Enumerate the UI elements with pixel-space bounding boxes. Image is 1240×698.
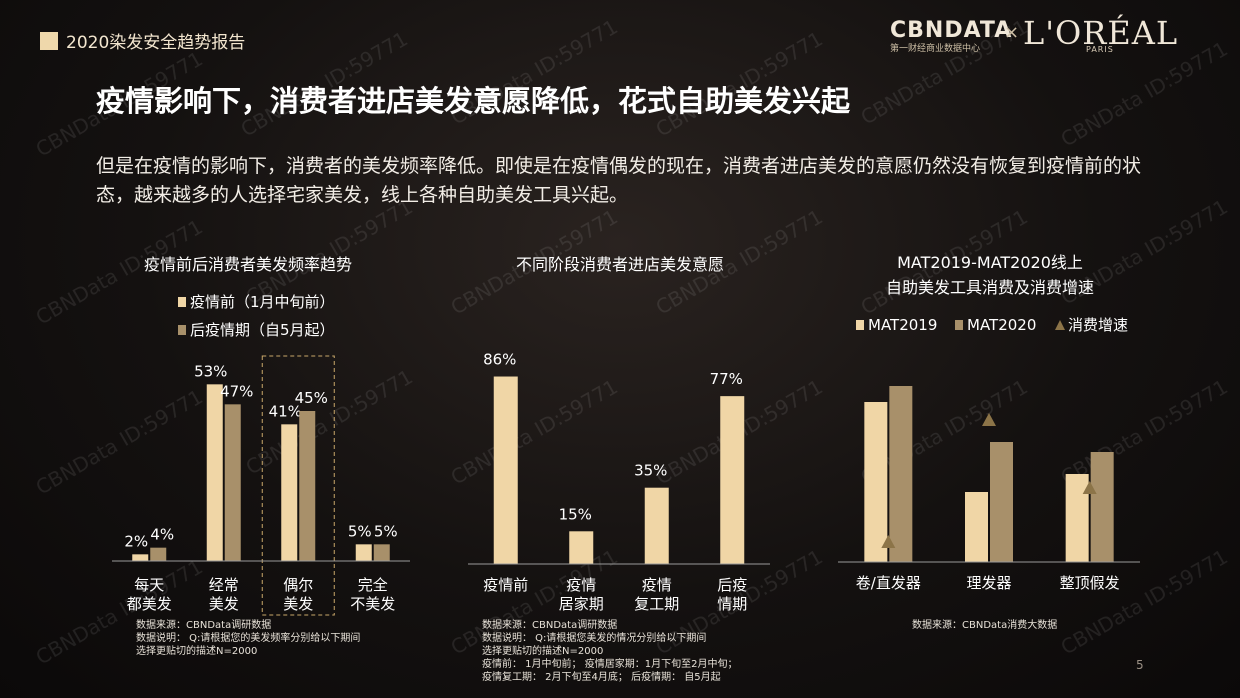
chart2-category-label: 疫情前 xyxy=(483,576,528,594)
chart2-category-label: 疫情居家期 xyxy=(559,576,604,613)
cross-sign: × xyxy=(1004,22,1020,43)
chart1-legend-label: 后疫情期（自5月起） xyxy=(190,321,335,339)
chart1-legend-label: 疫情前（1月中旬前） xyxy=(190,293,335,311)
chart3-category-label: 理发器 xyxy=(966,574,1011,592)
brand-logos: CBNDATA 第一财经商业数据中心 × L'ORÉAL PARIS xyxy=(890,14,1177,54)
cbndata-subtitle: 第一财经商业数据中心 xyxy=(890,44,981,54)
chart2-category-label: 后疫情期 xyxy=(717,576,747,613)
chart3-legend-label: MAT2020 xyxy=(967,316,1036,334)
chart2-bar xyxy=(493,376,518,564)
title-square-icon xyxy=(40,31,58,50)
chart3-bar xyxy=(1065,474,1089,562)
chart1-footnote: 数据来源：CBNData调研数据 数据说明： Q:请根据您的美发频率分别给以下期… xyxy=(136,620,361,657)
chart3-category-label: 卷/直发器 xyxy=(856,574,921,592)
chart2-data-label: 35% xyxy=(634,462,667,480)
chart3-bar xyxy=(1090,452,1114,562)
chart1-data-label: 41% xyxy=(269,402,302,420)
chart3-bar xyxy=(990,442,1013,562)
chart1-bar xyxy=(206,384,223,561)
page-number: 5 xyxy=(1136,658,1144,672)
chart3-legend-swatch xyxy=(856,320,864,330)
chart3-legend-label: 消费增速 xyxy=(1068,316,1128,334)
chart1-category-label: 偶尔美发 xyxy=(283,576,313,613)
chart1-bar xyxy=(281,424,298,561)
chart2-category-label: 疫情复工期 xyxy=(634,576,679,613)
chart3-growth-marker xyxy=(881,535,896,548)
chart1-data-label: 4% xyxy=(150,526,174,544)
chart2-title: 不同阶段消费者进店美发意愿 xyxy=(516,255,724,274)
chart3-footnote: 数据来源：CBNData消费大数据 xyxy=(912,620,1058,631)
chart2-bar xyxy=(569,531,594,564)
cbndata-logo: CBNDATA xyxy=(890,18,1013,43)
report-title: 2020染发安全趋势报告 xyxy=(40,28,245,53)
chart1-bar xyxy=(355,544,372,561)
chart1-bar xyxy=(373,544,390,561)
chart1-data-label: 47% xyxy=(220,382,253,400)
chart1-legend-swatch xyxy=(178,325,186,335)
chart1-category-label: 经常美发 xyxy=(209,576,239,613)
chart3-legend-swatch xyxy=(955,320,963,330)
chart1-bar xyxy=(224,404,241,561)
chart1-data-label: 5% xyxy=(348,522,372,540)
chart2-data-label: 15% xyxy=(559,505,592,523)
chart3-growth-marker xyxy=(982,413,996,426)
chart1-highlight-box xyxy=(261,355,335,616)
chart1-category-label: 每天都美发 xyxy=(127,576,172,613)
chart2-footnote: 数据来源：CBNData调研数据 数据说明： Q:请根据您美发的情况分别给以下期… xyxy=(482,620,738,683)
chart-store-willingness: 不同阶段消费者进店美发意愿 86% 疫情前 15% 疫情居家期 35% 疫情复工期 77% 后疫… xyxy=(468,255,770,613)
chart3-growth-marker xyxy=(1082,481,1097,494)
chart1-data-label: 2% xyxy=(124,532,148,550)
chart1-data-label: 45% xyxy=(295,389,328,407)
description: 但是在疫情的影响下，消费者的美发频率降低。即使是在疫情偶发的现在，消费者进店美发… xyxy=(96,155,1142,206)
loreal-paris-text: PARIS xyxy=(1086,45,1114,54)
page-title: 疫情影响下，消费者进店美发意愿降低，花式自助美发兴起 xyxy=(96,84,851,118)
chart1-bar xyxy=(299,411,316,561)
chart1-category-label: 完全不美发 xyxy=(350,576,395,613)
chart2-bar xyxy=(644,487,669,564)
chart1-bar xyxy=(132,554,149,561)
chart1-title: 疫情前后消费者美发频率趋势 xyxy=(144,255,352,274)
chart3-title: MAT2019-MAT2020线上自助美发工具消费及消费增速 xyxy=(886,253,1094,297)
chart3-legend-label: MAT2019 xyxy=(868,316,937,334)
chart2-bar xyxy=(720,396,745,564)
chart1-legend-swatch xyxy=(178,297,186,307)
loreal-logo: L'ORÉAL xyxy=(1023,14,1179,52)
chart3-legend-triangle xyxy=(1055,320,1065,330)
chart3-bar xyxy=(889,386,913,562)
chart3-bar xyxy=(965,492,988,562)
report-title-text: 2020染发安全趋势报告 xyxy=(66,33,246,53)
chart1-data-label: 53% xyxy=(194,362,227,380)
chart2-data-label: 86% xyxy=(483,351,516,369)
chart3-category-label: 整顶假发 xyxy=(1060,574,1120,592)
chart1-bar xyxy=(150,547,167,561)
chart2-data-label: 77% xyxy=(710,370,743,388)
chart1-data-label: 5% xyxy=(374,522,398,540)
chart3-bar xyxy=(864,402,888,562)
chart-online-tools: MAT2019-MAT2020线上自助美发工具消费及消费增速 MAT2019 MAT… xyxy=(838,253,1140,592)
